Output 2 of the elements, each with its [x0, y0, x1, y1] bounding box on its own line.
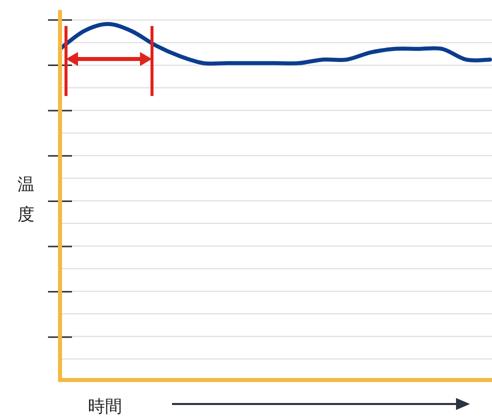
ylabel: 温度 [18, 175, 34, 225]
xlabel: 時間 [88, 397, 122, 417]
